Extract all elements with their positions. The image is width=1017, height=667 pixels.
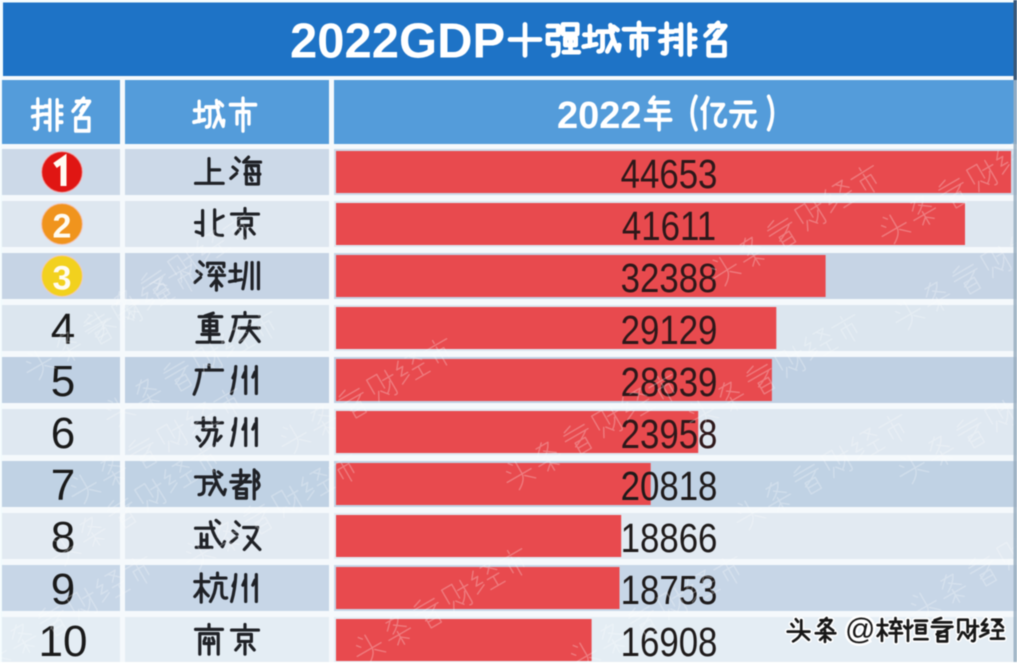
svg-text:41611: 41611: [622, 204, 716, 249]
svg-text:2022: 2022: [557, 95, 642, 137]
svg-text:4: 4: [51, 305, 75, 354]
svg-text:20818: 20818: [621, 464, 718, 509]
svg-text:29129: 29129: [621, 308, 718, 353]
svg-text:44653: 44653: [621, 152, 718, 197]
svg-text:32388: 32388: [621, 256, 718, 301]
svg-text:5: 5: [51, 357, 75, 406]
svg-text:18866: 18866: [621, 516, 718, 561]
svg-text:2022GDP: 2022GDP: [290, 15, 505, 69]
svg-text:@: @: [845, 613, 875, 646]
svg-text:23958: 23958: [621, 412, 718, 457]
svg-text:3: 3: [53, 260, 72, 298]
svg-text:8: 8: [51, 513, 75, 562]
svg-text:16908: 16908: [621, 620, 718, 662]
svg-text:6: 6: [51, 409, 75, 458]
svg-text:2: 2: [53, 208, 72, 246]
